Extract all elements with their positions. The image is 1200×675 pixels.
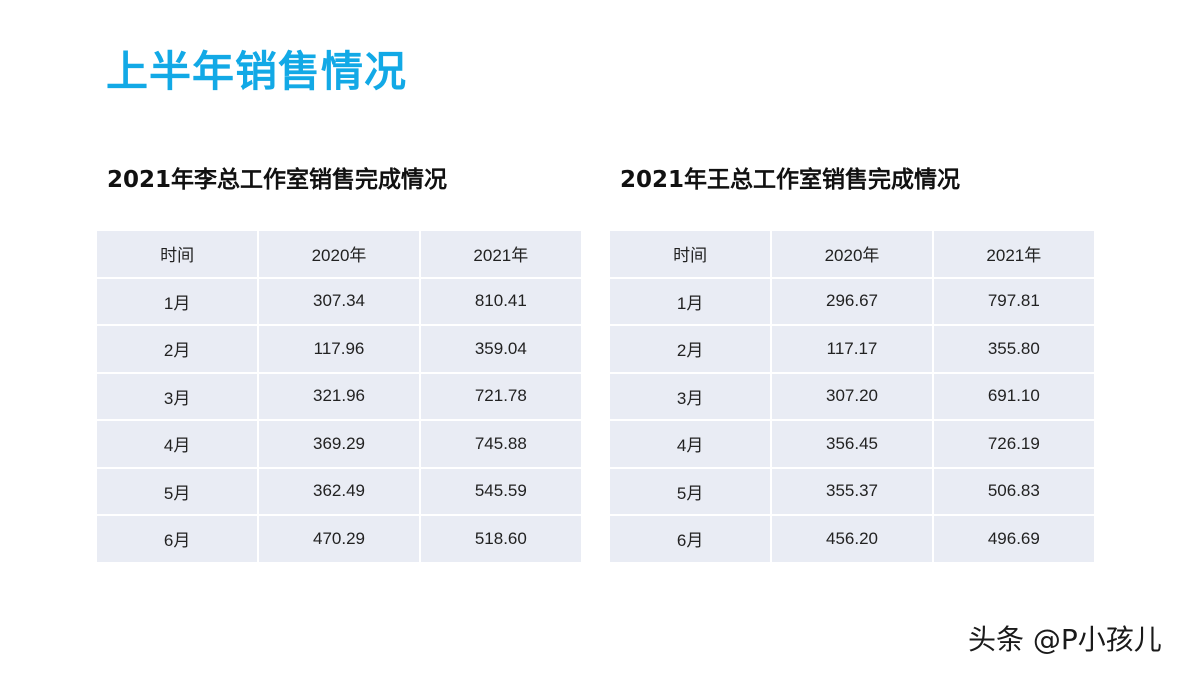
- table-row: 4月 356.45 726.19: [610, 419, 1094, 469]
- table-cell: 797.81: [931, 276, 1094, 326]
- table-cell: 296.67: [770, 276, 934, 326]
- table-cell: 518.60: [418, 514, 581, 562]
- watermark: 头条 @P小孩儿: [968, 623, 1162, 656]
- table-cell: 726.19: [931, 419, 1094, 469]
- table-row: 4月 369.29 745.88: [97, 419, 581, 469]
- header-cell: 时间: [610, 231, 773, 279]
- table-cell: 5月: [610, 466, 773, 516]
- table-cell: 355.80: [931, 324, 1094, 374]
- table-cell: 359.04: [418, 324, 581, 374]
- header-cell: 2020年: [770, 231, 934, 279]
- sales-table-wang: 时间 2020年 2021年 1月 296.67 797.81 2月 117.1…: [610, 231, 1094, 562]
- table-cell: 1月: [97, 276, 260, 326]
- table-cell: 1月: [610, 276, 773, 326]
- page-title: 上半年销售情况: [106, 47, 408, 96]
- table-title: 2021年李总工作室销售完成情况: [107, 167, 448, 193]
- table-row: 2月 117.96 359.04: [97, 324, 581, 374]
- table-cell: 4月: [610, 419, 773, 469]
- table-cell: 369.29: [257, 419, 421, 469]
- table-cell: 691.10: [931, 371, 1094, 421]
- table-row: 3月 307.20 691.10: [610, 371, 1094, 421]
- table-cell: 496.69: [931, 514, 1094, 562]
- table-cell: 307.20: [770, 371, 934, 421]
- table-header-row: 时间 2020年 2021年: [610, 231, 1094, 279]
- table-cell: 117.96: [257, 324, 421, 374]
- table-row: 6月 470.29 518.60: [97, 514, 581, 562]
- table-cell: 3月: [610, 371, 773, 421]
- sales-panel-wang: 2021年王总工作室销售完成情况 时间 2020年 2021年 1月 296.6…: [610, 160, 1094, 562]
- sales-panel-li: 2021年李总工作室销售完成情况 时间 2020年 2021年 1月 307.3…: [97, 160, 581, 562]
- table-cell: 4月: [97, 419, 260, 469]
- table-cell: 456.20: [770, 514, 934, 562]
- table-cell: 545.59: [418, 466, 581, 516]
- table-cell: 745.88: [418, 419, 581, 469]
- table-cell: 5月: [97, 466, 260, 516]
- table-row: 6月 456.20 496.69: [610, 514, 1094, 562]
- table-title: 2021年王总工作室销售完成情况: [620, 167, 961, 193]
- table-row: 3月 321.96 721.78: [97, 371, 581, 421]
- table-cell: 470.29: [257, 514, 421, 562]
- table-cell: 355.37: [770, 466, 934, 516]
- table-cell: 2月: [610, 324, 773, 374]
- header-cell: 2021年: [931, 231, 1094, 279]
- table-cell: 3月: [97, 371, 260, 421]
- table-cell: 810.41: [418, 276, 581, 326]
- sales-table-li: 时间 2020年 2021年 1月 307.34 810.41 2月 117.9…: [97, 231, 581, 562]
- header-cell: 2021年: [418, 231, 581, 279]
- table-cell: 2月: [97, 324, 260, 374]
- table-cell: 307.34: [257, 276, 421, 326]
- header-cell: 2020年: [257, 231, 421, 279]
- table-cell: 321.96: [257, 371, 421, 421]
- header-cell: 时间: [97, 231, 260, 279]
- table-header-row: 时间 2020年 2021年: [97, 231, 581, 279]
- table-cell: 506.83: [931, 466, 1094, 516]
- table-cell: 6月: [610, 514, 773, 562]
- table-row: 1月 296.67 797.81: [610, 276, 1094, 326]
- table-cell: 356.45: [770, 419, 934, 469]
- table-row: 1月 307.34 810.41: [97, 276, 581, 326]
- table-row: 5月 355.37 506.83: [610, 466, 1094, 516]
- table-cell: 117.17: [770, 324, 934, 374]
- table-row: 2月 117.17 355.80: [610, 324, 1094, 374]
- table-cell: 721.78: [418, 371, 581, 421]
- table-cell: 6月: [97, 514, 260, 562]
- table-row: 5月 362.49 545.59: [97, 466, 581, 516]
- table-cell: 362.49: [257, 466, 421, 516]
